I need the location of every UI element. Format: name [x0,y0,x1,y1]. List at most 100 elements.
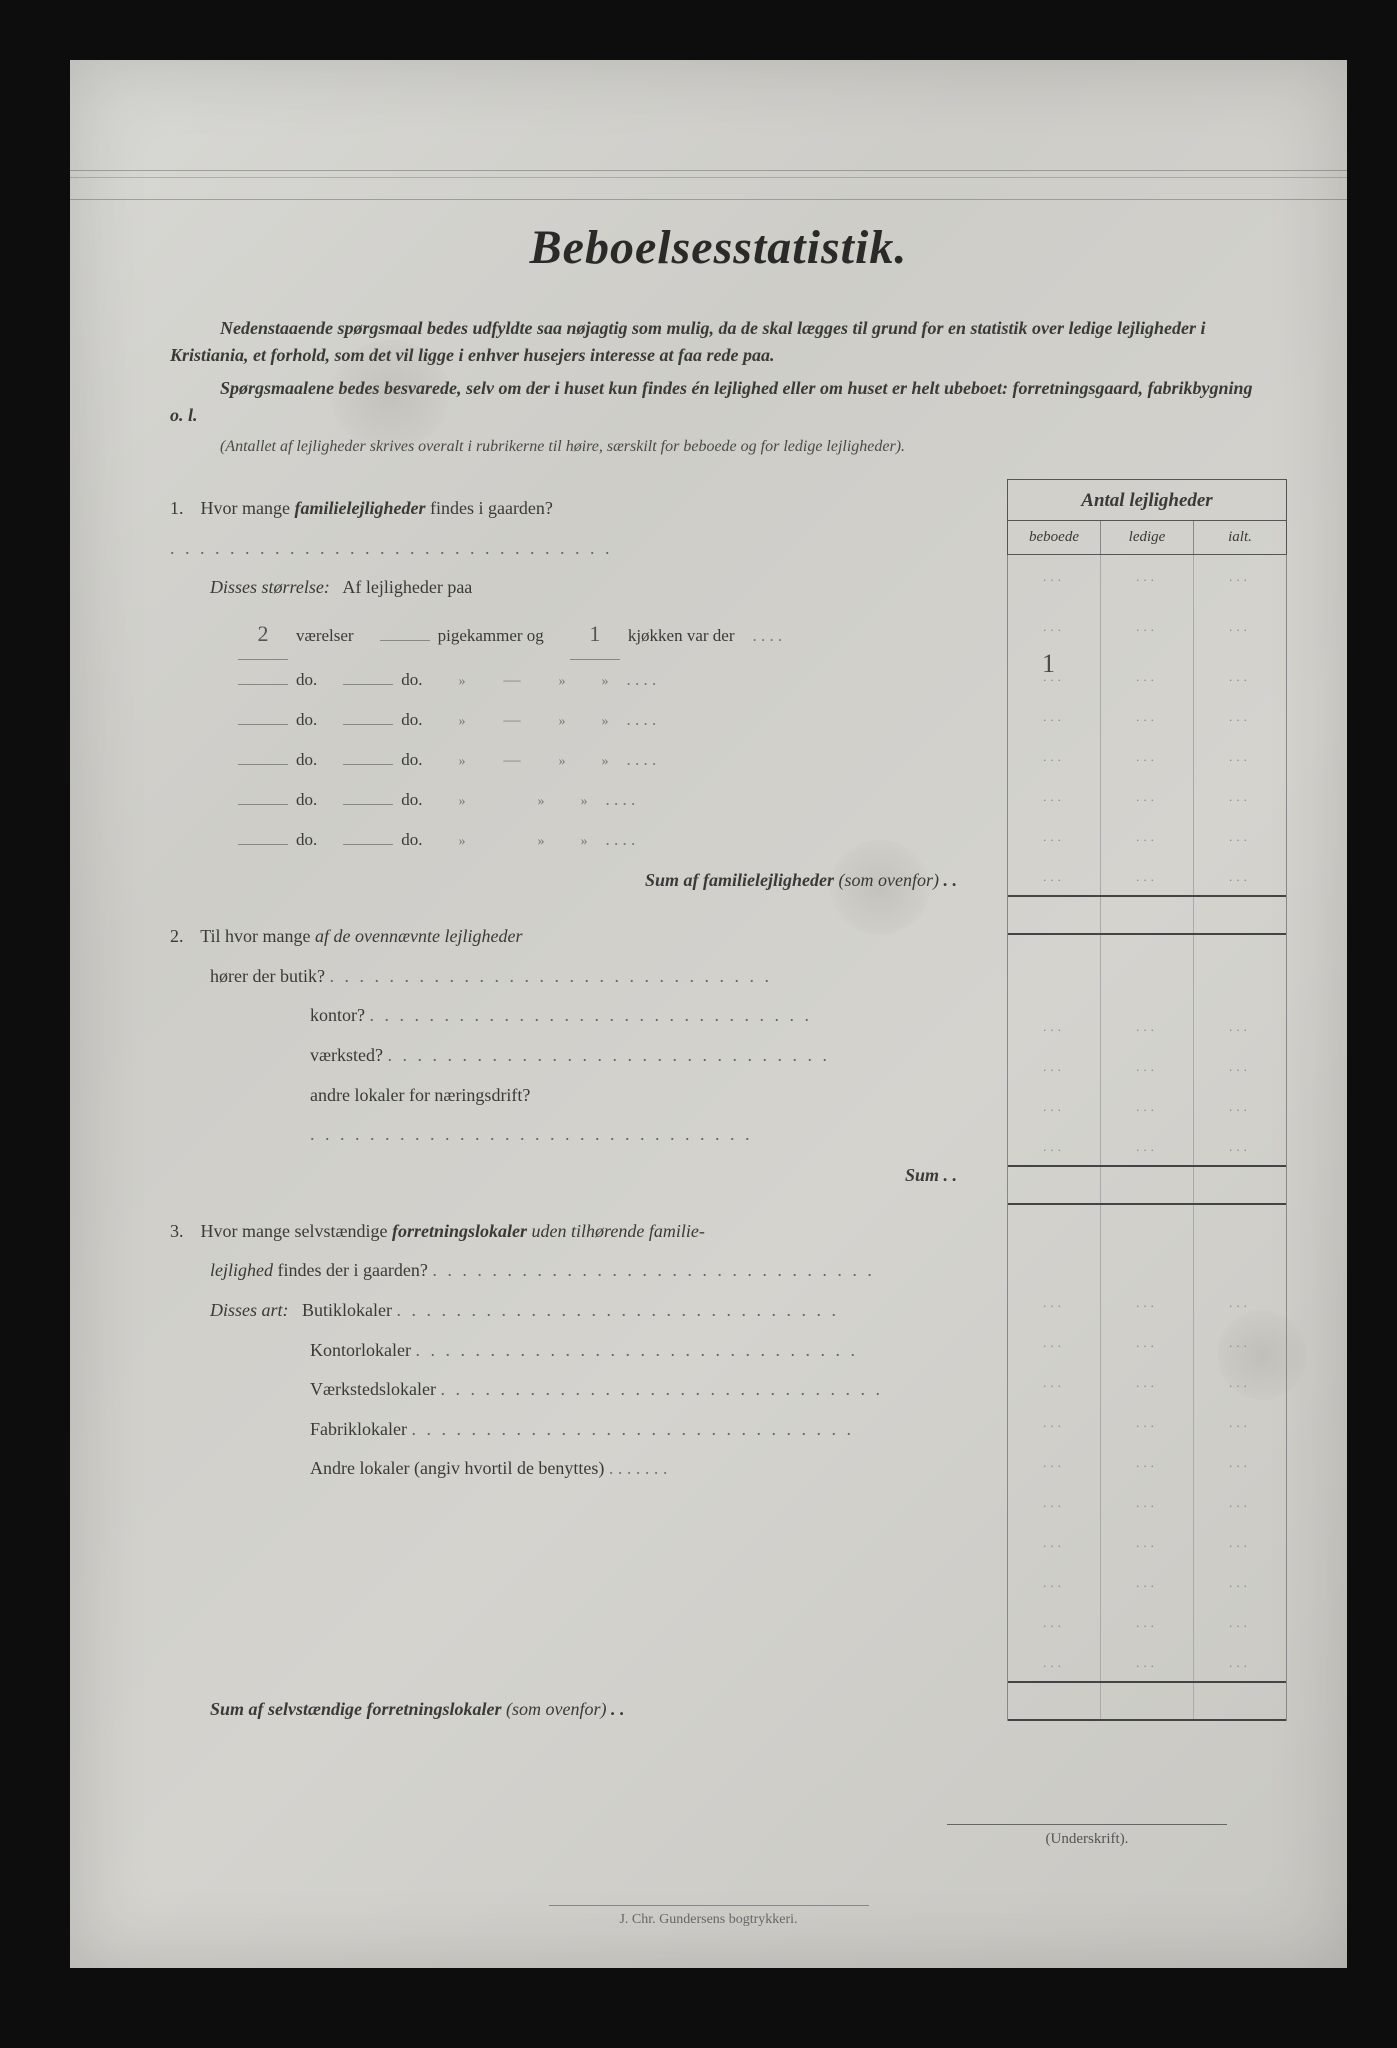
q2-item-3: andre lokaler for næringsdrift? [310,1085,530,1105]
answer-row: ......... [1008,1045,1286,1085]
do: do. [401,820,422,860]
blank [238,844,288,845]
q3-line2: lejlighed findes der i gaarden? [210,1251,967,1291]
q1-num: 1. [170,489,196,529]
signature-line: (Underskrift). [947,1824,1227,1848]
col-ledige: ledige [1101,521,1194,554]
dots [369,1005,812,1025]
blank [238,804,288,805]
q3-item-0: Butiklokaler [302,1300,392,1320]
answer-header-title: Antal lejligheder [1008,480,1286,521]
answer-row-sum [1008,895,1286,935]
q3-item-3: Fabriklokaler [310,1419,407,1439]
top-rule-lines [70,170,1347,200]
spacer [170,1489,967,1689]
answer-rows: ......... ......... ..1....... .........… [1007,555,1287,1721]
q3-item-1: Kontorlokaler [310,1340,411,1360]
answer-row: ..1....... [1008,655,1286,695]
q3-item-4: Andre lokaler (angiv hvortil de benyttes… [310,1458,604,1478]
room-row-1: 2 værelser pigekammer og 1 kjøkken var d… [230,608,967,661]
answer-row-sum [1008,1165,1286,1205]
do: do. [401,740,422,780]
dots [415,1340,858,1360]
answer-row: ......... [1008,1281,1286,1321]
q2-a: Til hvor mange [200,926,315,946]
q2-item: værksted? [310,1036,967,1076]
blank [343,844,393,845]
dots [432,1260,875,1280]
q3-a: Hvor mange selvstændige [201,1221,392,1241]
handwritten-value: 1 [1042,649,1059,679]
pige-label: pigekammer og [438,616,544,656]
do: do. [296,660,317,700]
answer-row [1008,935,1286,1005]
answer-row: ......... [1008,1521,1286,1561]
dots [329,966,772,986]
q2-item: kontor? [310,996,967,1036]
q3-sum: Sum af selvstændige forretningslokaler (… [210,1699,967,1720]
q3-c: uden tilhørende familie- [527,1221,705,1241]
answer-row: ......... [1008,1401,1286,1441]
answer-row: ......... [1008,1641,1286,1681]
q3-item-2: Værkstedslokaler [310,1379,436,1399]
room-row-do: do. do. » »» . . . . [230,780,967,820]
q3-sum-a: Sum af selvstændige forretningslokaler [210,1699,502,1719]
answer-row: ......... [1008,815,1286,855]
intro-para-2: Spørgsmaalene bedes besvarede, selv om d… [170,375,1267,429]
q3-item: Andre lokaler (angiv hvortil de benyttes… [310,1449,967,1489]
answer-row: ......... [1008,1561,1286,1601]
dots [170,538,613,558]
blank [343,764,393,765]
q3-num: 3. [170,1212,196,1252]
answer-row: ......... [1008,1601,1286,1641]
q2-line: 2. Til hvor mange af de ovennævnte lejli… [170,917,967,957]
signature-label: (Underskrift). [1046,1831,1129,1847]
blank [343,724,393,725]
q1-c: findes i gaarden? [425,498,552,518]
q2-sum-label: Sum [905,1165,939,1185]
dots [397,1300,840,1320]
vaer-value: 2 [238,608,288,661]
q3-item: Fabriklokaler [310,1410,967,1450]
q2-item: andre lokaler for næringsdrift? [310,1076,967,1155]
q3-d: lejlighed [210,1260,273,1280]
q3-e: findes der i gaarden? [273,1260,428,1280]
answer-header-cols: beboede ledige ialt. [1008,521,1286,554]
content-area: Antal lejligheder beboede ledige ialt. .… [170,489,1267,1720]
answer-row-sum [1008,1681,1286,1721]
kjok-label: kjøkken var der [628,616,735,656]
q3-item: Kontorlokaler [310,1331,967,1371]
q2-item: hører der butik? [210,957,967,997]
pige-blank [380,640,430,641]
q3-item: Værkstedslokaler [310,1370,967,1410]
answer-row: ......... [1008,1125,1286,1165]
q1-sum-b: (som ovenfor) [834,870,939,890]
q1-disses-label: Disses størrelse: [210,577,330,597]
q1-line: 1. Hvor mange familielejligheder findes … [170,489,967,568]
dots [440,1379,883,1399]
blank [238,724,288,725]
q3-b: forretningslokaler [392,1221,527,1241]
room-row-do: do. do. » »» . . . . [230,820,967,860]
q3-line1: 3. Hvor mange selvstændige forretningslo… [170,1212,967,1252]
page-title: Beboelsesstatistik. [170,220,1267,275]
do: do. [401,660,422,700]
col-ialt: ialt. [1194,521,1286,554]
col-beboede: beboede [1008,521,1101,554]
printer-credit: J. Chr. Gundersens bogtrykkeri. [549,1905,869,1928]
dots [387,1045,830,1065]
q1-b: familielejligheder [294,498,425,518]
answer-row: ......... [1008,855,1286,895]
q3-sum-b: (som ovenfor) [502,1699,607,1719]
q3-disses: Disses art: Butiklokaler [210,1291,967,1331]
answer-row: ......... [1008,1321,1286,1361]
answer-row: ......... [1008,1085,1286,1125]
q2-num: 2. [170,917,196,957]
do: do. [296,700,317,740]
answer-row: ......... [1008,735,1286,775]
do: do. [296,820,317,860]
q2-item-0: hører der butik? [210,966,325,986]
answer-row [1008,1205,1286,1281]
q2-b: af de ovennævnte lejligheder [315,926,522,946]
answer-row: ......... [1008,1361,1286,1401]
